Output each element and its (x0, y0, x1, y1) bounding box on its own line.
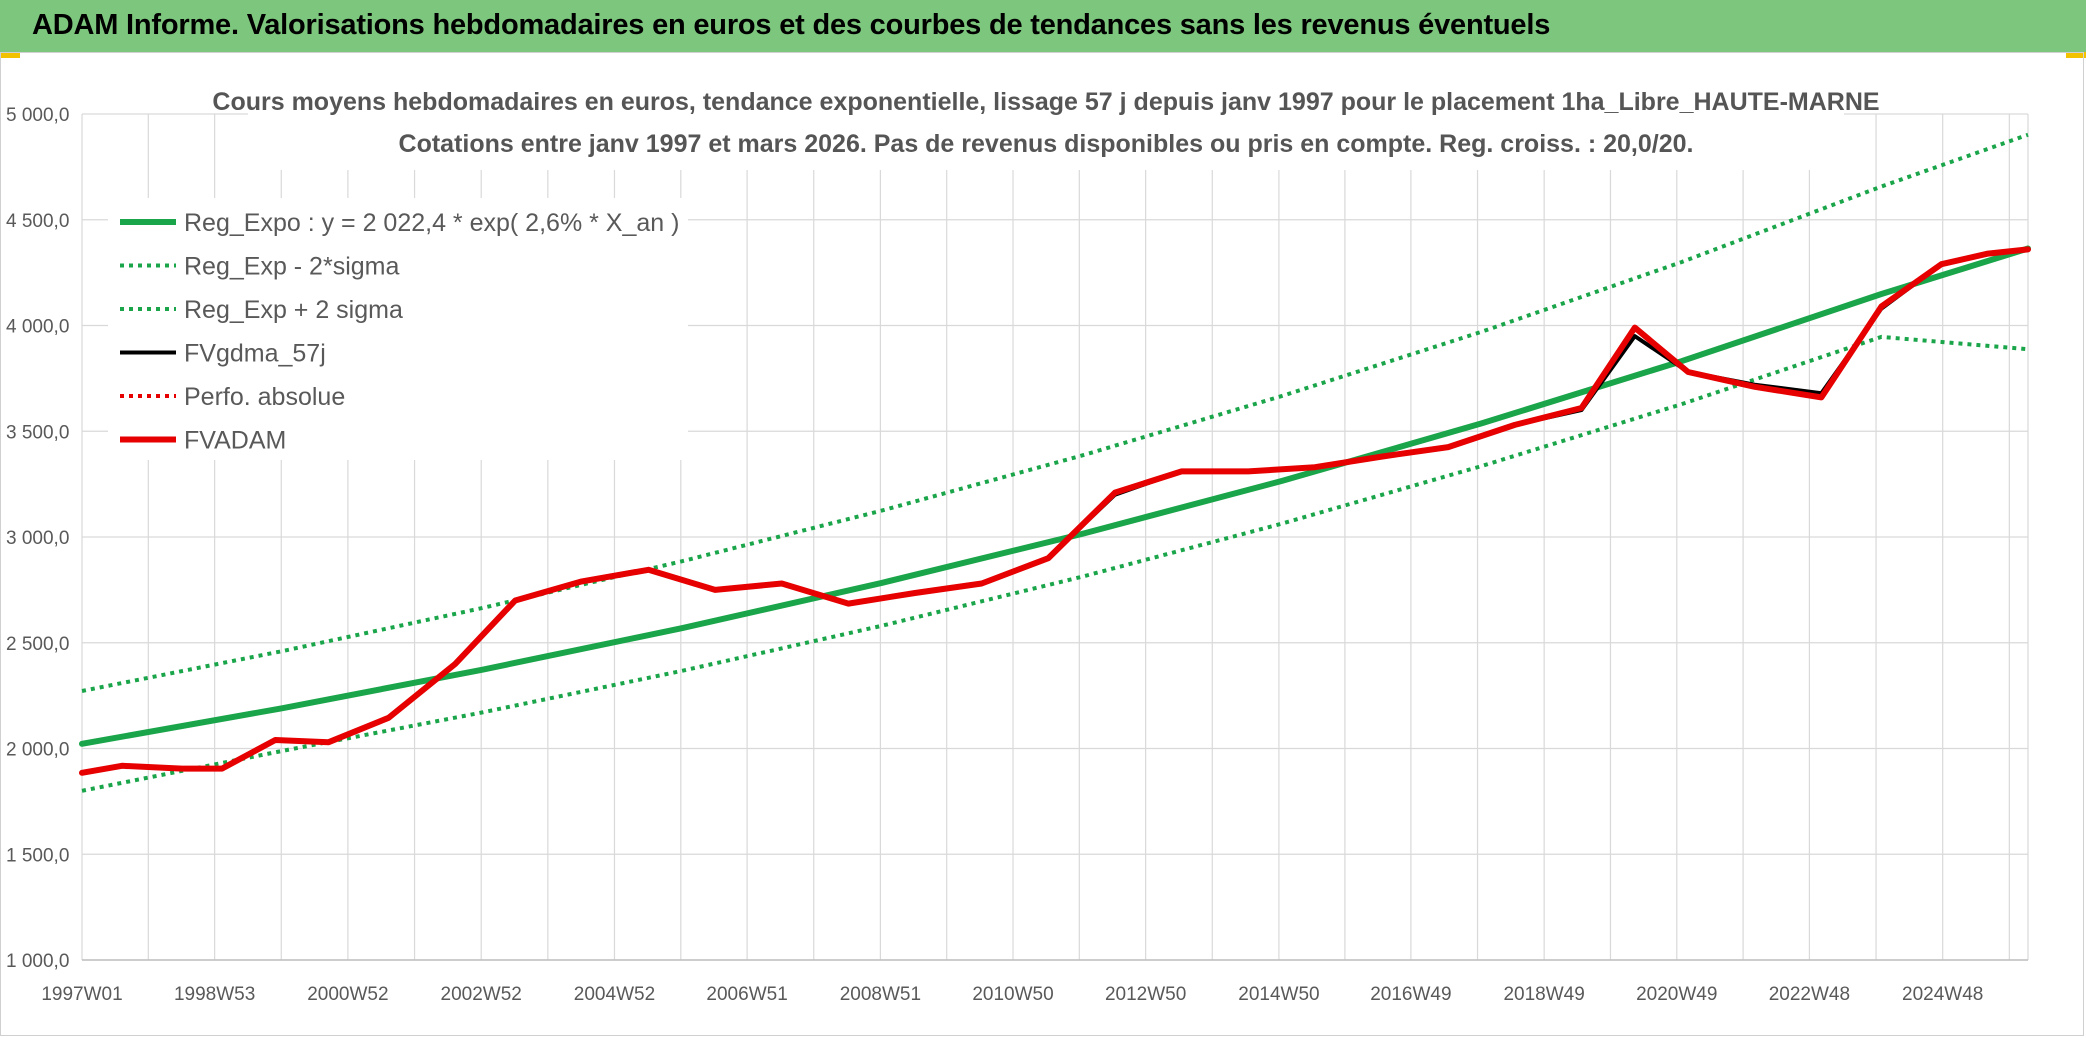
chart-title: Cours moyens hebdomadaires en euros, ten… (212, 88, 1879, 116)
x-tick-label: 2008W51 (840, 984, 921, 1005)
chart-series (79, 132, 2031, 793)
legend-label: Reg_Exp + 2 sigma (184, 296, 403, 324)
x-tick-label: 2024W48 (1902, 984, 1983, 1005)
series-fvadam-line (79, 246, 2031, 776)
legend-label: Perfo. absolue (184, 383, 345, 411)
y-tick-label: 2 000,0 (6, 740, 69, 761)
report-header: ADAM Informe. Valorisations hebdomadaire… (0, 0, 2086, 52)
x-tick-label: 2010W50 (972, 984, 1053, 1005)
y-tick-label: 4 000,0 (6, 317, 69, 338)
x-tick-label: 2012W50 (1105, 984, 1186, 1005)
y-axis: 1 000,0 1 500,0 2 000,0 2 500,0 3 000,0 3 500… (6, 105, 69, 972)
x-tick-label: 2014W50 (1238, 984, 1319, 1005)
legend-label: Reg_Exp - 2*sigma (184, 253, 399, 281)
report-title: ADAM Informe. Valorisations hebdomadaire… (32, 9, 1551, 41)
x-tick-label: 2002W52 (441, 984, 522, 1005)
corner-mark-left (0, 52, 20, 58)
y-tick-label: 5 000,0 (6, 105, 69, 126)
title-background (248, 78, 1844, 170)
y-tick-label: 1 000,0 (6, 951, 69, 972)
legend-label: Reg_Expo : y = 2 022,4 * exp( 2,6% * X_a… (184, 209, 679, 237)
y-tick-label: 1 500,0 (6, 845, 69, 866)
series-reg-exp-plus-line (81, 132, 2029, 693)
x-tick-label: 2000W52 (307, 984, 388, 1005)
chart-legend: Reg_Expo : y = 2 022,4 * exp( 2,6% * X_a… (120, 209, 679, 455)
legend-background (108, 198, 688, 460)
x-tick-label: 2004W52 (574, 984, 655, 1005)
x-tick-label: 2018W49 (1503, 984, 1584, 1005)
y-tick-label: 4 500,0 (6, 211, 69, 232)
x-tick-label: 2006W51 (706, 984, 787, 1005)
x-axis: 1997W01 1998W53 2000W52 2002W52 2004W52 2006W… (41, 959, 2028, 1005)
x-tick-label: 2016W49 (1370, 984, 1451, 1005)
legend-label: FVgdma_57j (184, 340, 326, 368)
chart-frame (0, 52, 2084, 1036)
x-tick-label: 2022W48 (1769, 984, 1850, 1005)
y-tick-label: 3 000,0 (6, 528, 69, 549)
y-tick-label: 2 500,0 (6, 634, 69, 655)
y-tick-label: 3 500,0 (6, 422, 69, 443)
x-tick-label: 1997W01 (41, 984, 122, 1005)
chart-subtitle: Cotations entre janv 1997 et mars 2026. … (399, 130, 1694, 158)
x-tick-label: 2020W49 (1636, 984, 1717, 1005)
corner-mark-right (2066, 52, 2086, 58)
x-tick-label: 1998W53 (174, 984, 255, 1005)
legend-label: FVADAM (184, 427, 286, 455)
chart-grid (81, 113, 2029, 961)
series-reg-expo-line (79, 245, 2031, 747)
